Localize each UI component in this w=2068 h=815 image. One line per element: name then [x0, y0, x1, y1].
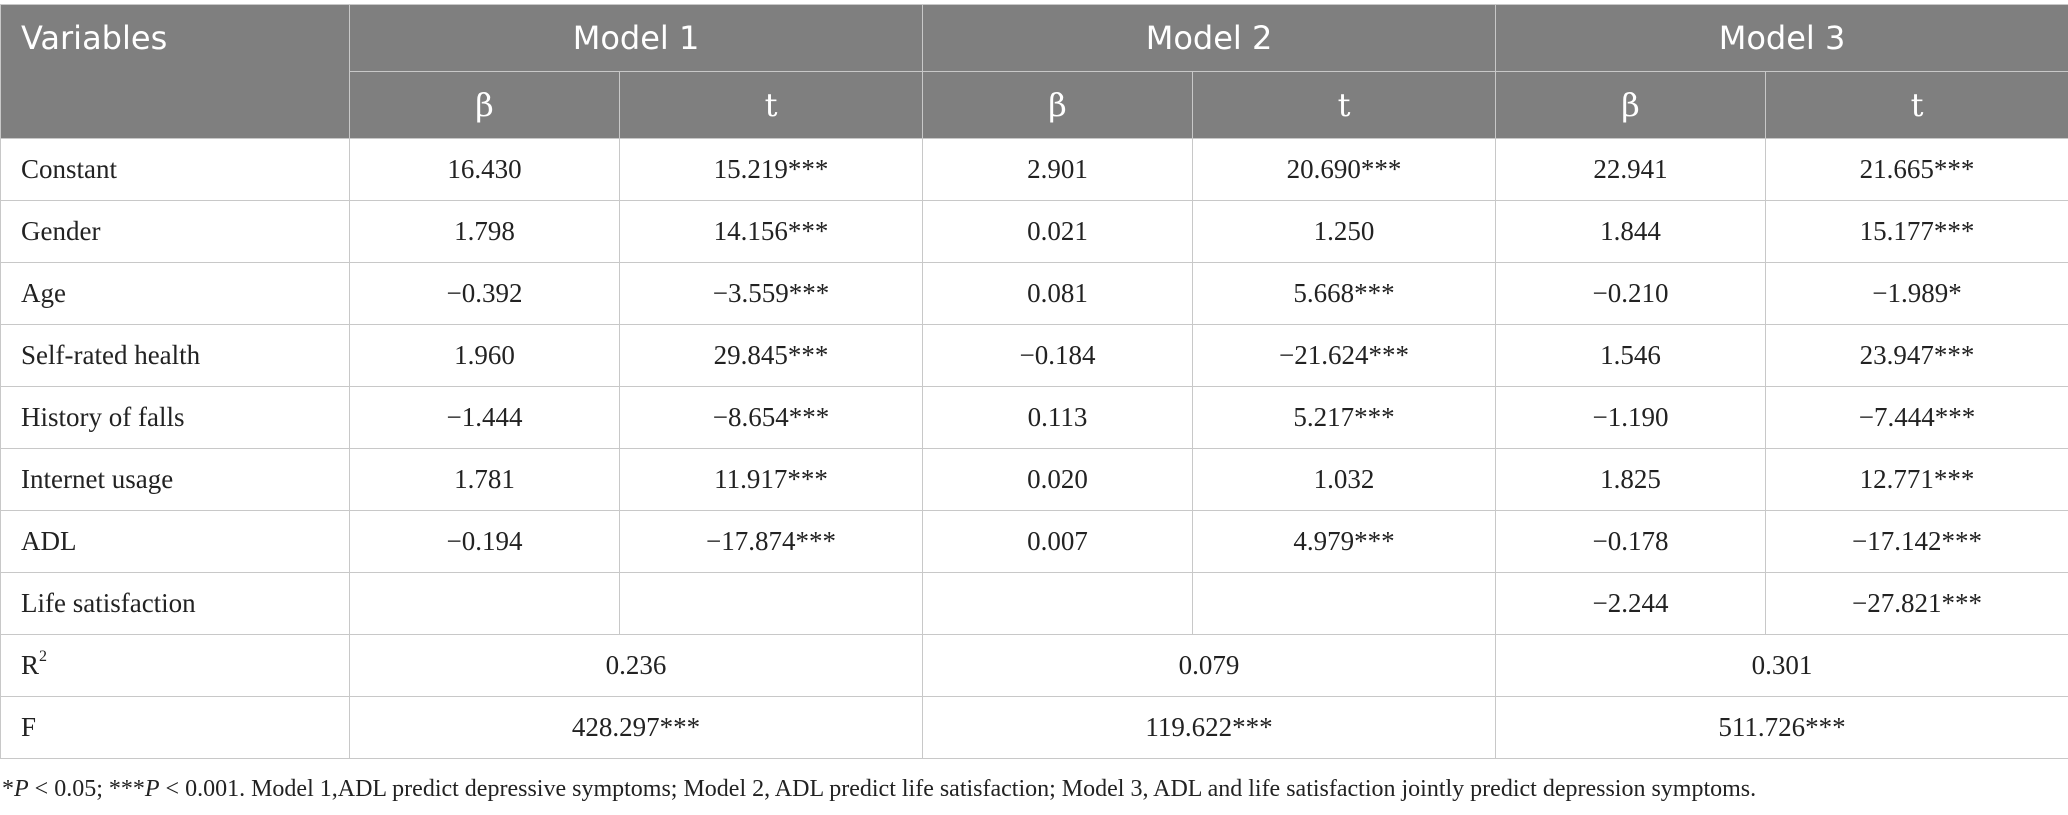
table-cell: 0.021 — [922, 200, 1194, 263]
table-cell: 29.845*** — [618, 324, 924, 387]
row-label: ADL — [0, 510, 350, 573]
header-t: t — [1192, 71, 1497, 139]
table-cell: 12.771*** — [1765, 448, 2068, 511]
table-row: History of falls −1.444 −8.654*** 0.113 … — [0, 386, 2068, 449]
table-cell: 1.032 — [1192, 448, 1497, 511]
header-beta: β — [922, 71, 1194, 139]
table-cell: 4.979*** — [1192, 510, 1497, 573]
f-model-3: 511.726*** — [1495, 696, 2068, 759]
table-cell: −0.194 — [349, 510, 620, 573]
regression-table: Variables Model 1 Model 2 Model 3 β t β … — [0, 4, 2068, 759]
table-cell: −2.244 — [1495, 572, 1767, 635]
r2-model-3: 0.301 — [1495, 634, 2068, 697]
r2-model-2: 0.079 — [922, 634, 1497, 697]
header-t: t — [1765, 71, 2068, 139]
table-cell: −1.190 — [1495, 386, 1767, 449]
table-cell: 1.250 — [1192, 200, 1497, 263]
r2-model-1: 0.236 — [348, 634, 924, 697]
f-model-2: 119.622*** — [922, 696, 1497, 759]
table-cell: −1.444 — [349, 386, 620, 449]
table-cell: −0.210 — [1495, 262, 1767, 325]
table-cell: −8.654*** — [618, 386, 924, 449]
row-label: Age — [0, 262, 350, 325]
table-cell: 5.217*** — [1192, 386, 1497, 449]
table-row: Age −0.392 −3.559*** 0.081 5.668*** −0.2… — [0, 262, 2068, 325]
table-row: Internet usage 1.781 11.917*** 0.020 1.0… — [0, 448, 2068, 511]
table-cell: 1.546 — [1495, 324, 1767, 387]
table-cell — [349, 572, 620, 635]
table-cell: −17.874*** — [618, 510, 924, 573]
table-cell: −0.184 — [922, 324, 1194, 387]
table-cell: 1.960 — [349, 324, 620, 387]
table-cell — [618, 572, 924, 635]
table-cell: 0.007 — [922, 510, 1194, 573]
table-footnote: *P < 0.05; ***P < 0.001. Model 1,ADL pre… — [2, 776, 1757, 802]
table-cell: −21.624*** — [1192, 324, 1497, 387]
table-cell: 5.668*** — [1192, 262, 1497, 325]
row-label: History of falls — [0, 386, 350, 449]
table-cell — [1192, 572, 1497, 635]
header-beta: β — [349, 71, 620, 139]
table-cell: 1.781 — [349, 448, 620, 511]
table-cell: 22.941 — [1495, 138, 1767, 201]
table-cell: 0.020 — [922, 448, 1194, 511]
row-label: Internet usage — [0, 448, 350, 511]
header-t: t — [618, 71, 924, 139]
table-cell: 14.156*** — [618, 200, 924, 263]
table-row: Life satisfaction −2.244 −27.821*** — [0, 572, 2068, 635]
table-cell: 0.081 — [922, 262, 1194, 325]
table-cell: −0.178 — [1495, 510, 1767, 573]
table-cell: −0.392 — [349, 262, 620, 325]
row-label-f: F — [0, 696, 350, 759]
row-label: Constant — [0, 138, 350, 201]
f-model-1: 428.297*** — [348, 696, 924, 759]
table-row: Constant 16.430 15.219*** 2.901 20.690**… — [0, 138, 2068, 201]
table-row-f: F 428.297*** 119.622*** 511.726*** — [0, 696, 2068, 759]
table-cell — [922, 572, 1194, 635]
table-row-r2: R2 0.236 0.079 0.301 — [0, 634, 2068, 697]
table-row: Self-rated health 1.960 29.845*** −0.184… — [0, 324, 2068, 387]
table-cell: −1.989* — [1765, 262, 2068, 325]
header-model-1: Model 1 — [348, 4, 924, 72]
table-cell: −27.821*** — [1765, 572, 2068, 635]
table-cell: 1.825 — [1495, 448, 1767, 511]
table-cell: 23.947*** — [1765, 324, 2068, 387]
table-cell: 15.177*** — [1765, 200, 2068, 263]
table-cell: 0.113 — [922, 386, 1194, 449]
table-cell: 1.798 — [349, 200, 620, 263]
table-cell: 2.901 — [922, 138, 1194, 201]
table-cell: 21.665*** — [1765, 138, 2068, 201]
header-beta: β — [1495, 71, 1767, 139]
table-cell: 11.917*** — [618, 448, 924, 511]
row-label: Life satisfaction — [0, 572, 350, 635]
table-cell: 15.219*** — [618, 138, 924, 201]
table-cell: −7.444*** — [1765, 386, 2068, 449]
table-cell: 1.844 — [1495, 200, 1767, 263]
header-model-2: Model 2 — [922, 4, 1497, 72]
table-row: Gender 1.798 14.156*** 0.021 1.250 1.844… — [0, 200, 2068, 263]
header-row-stats: β t β t β t — [1, 71, 2068, 139]
row-label: Gender — [0, 200, 350, 263]
table-cell: −17.142*** — [1765, 510, 2068, 573]
table-cell: 20.690*** — [1192, 138, 1497, 201]
table-cell: −3.559*** — [618, 262, 924, 325]
row-label-r2: R2 — [0, 634, 350, 697]
table-row: ADL −0.194 −17.874*** 0.007 4.979*** −0.… — [0, 510, 2068, 573]
header-variables: Variables — [0, 4, 350, 139]
header-model-3: Model 3 — [1495, 4, 2068, 72]
table-cell: 16.430 — [349, 138, 620, 201]
header-row-models: Variables Model 1 Model 2 Model 3 — [0, 4, 2068, 139]
row-label: Self-rated health — [0, 324, 350, 387]
